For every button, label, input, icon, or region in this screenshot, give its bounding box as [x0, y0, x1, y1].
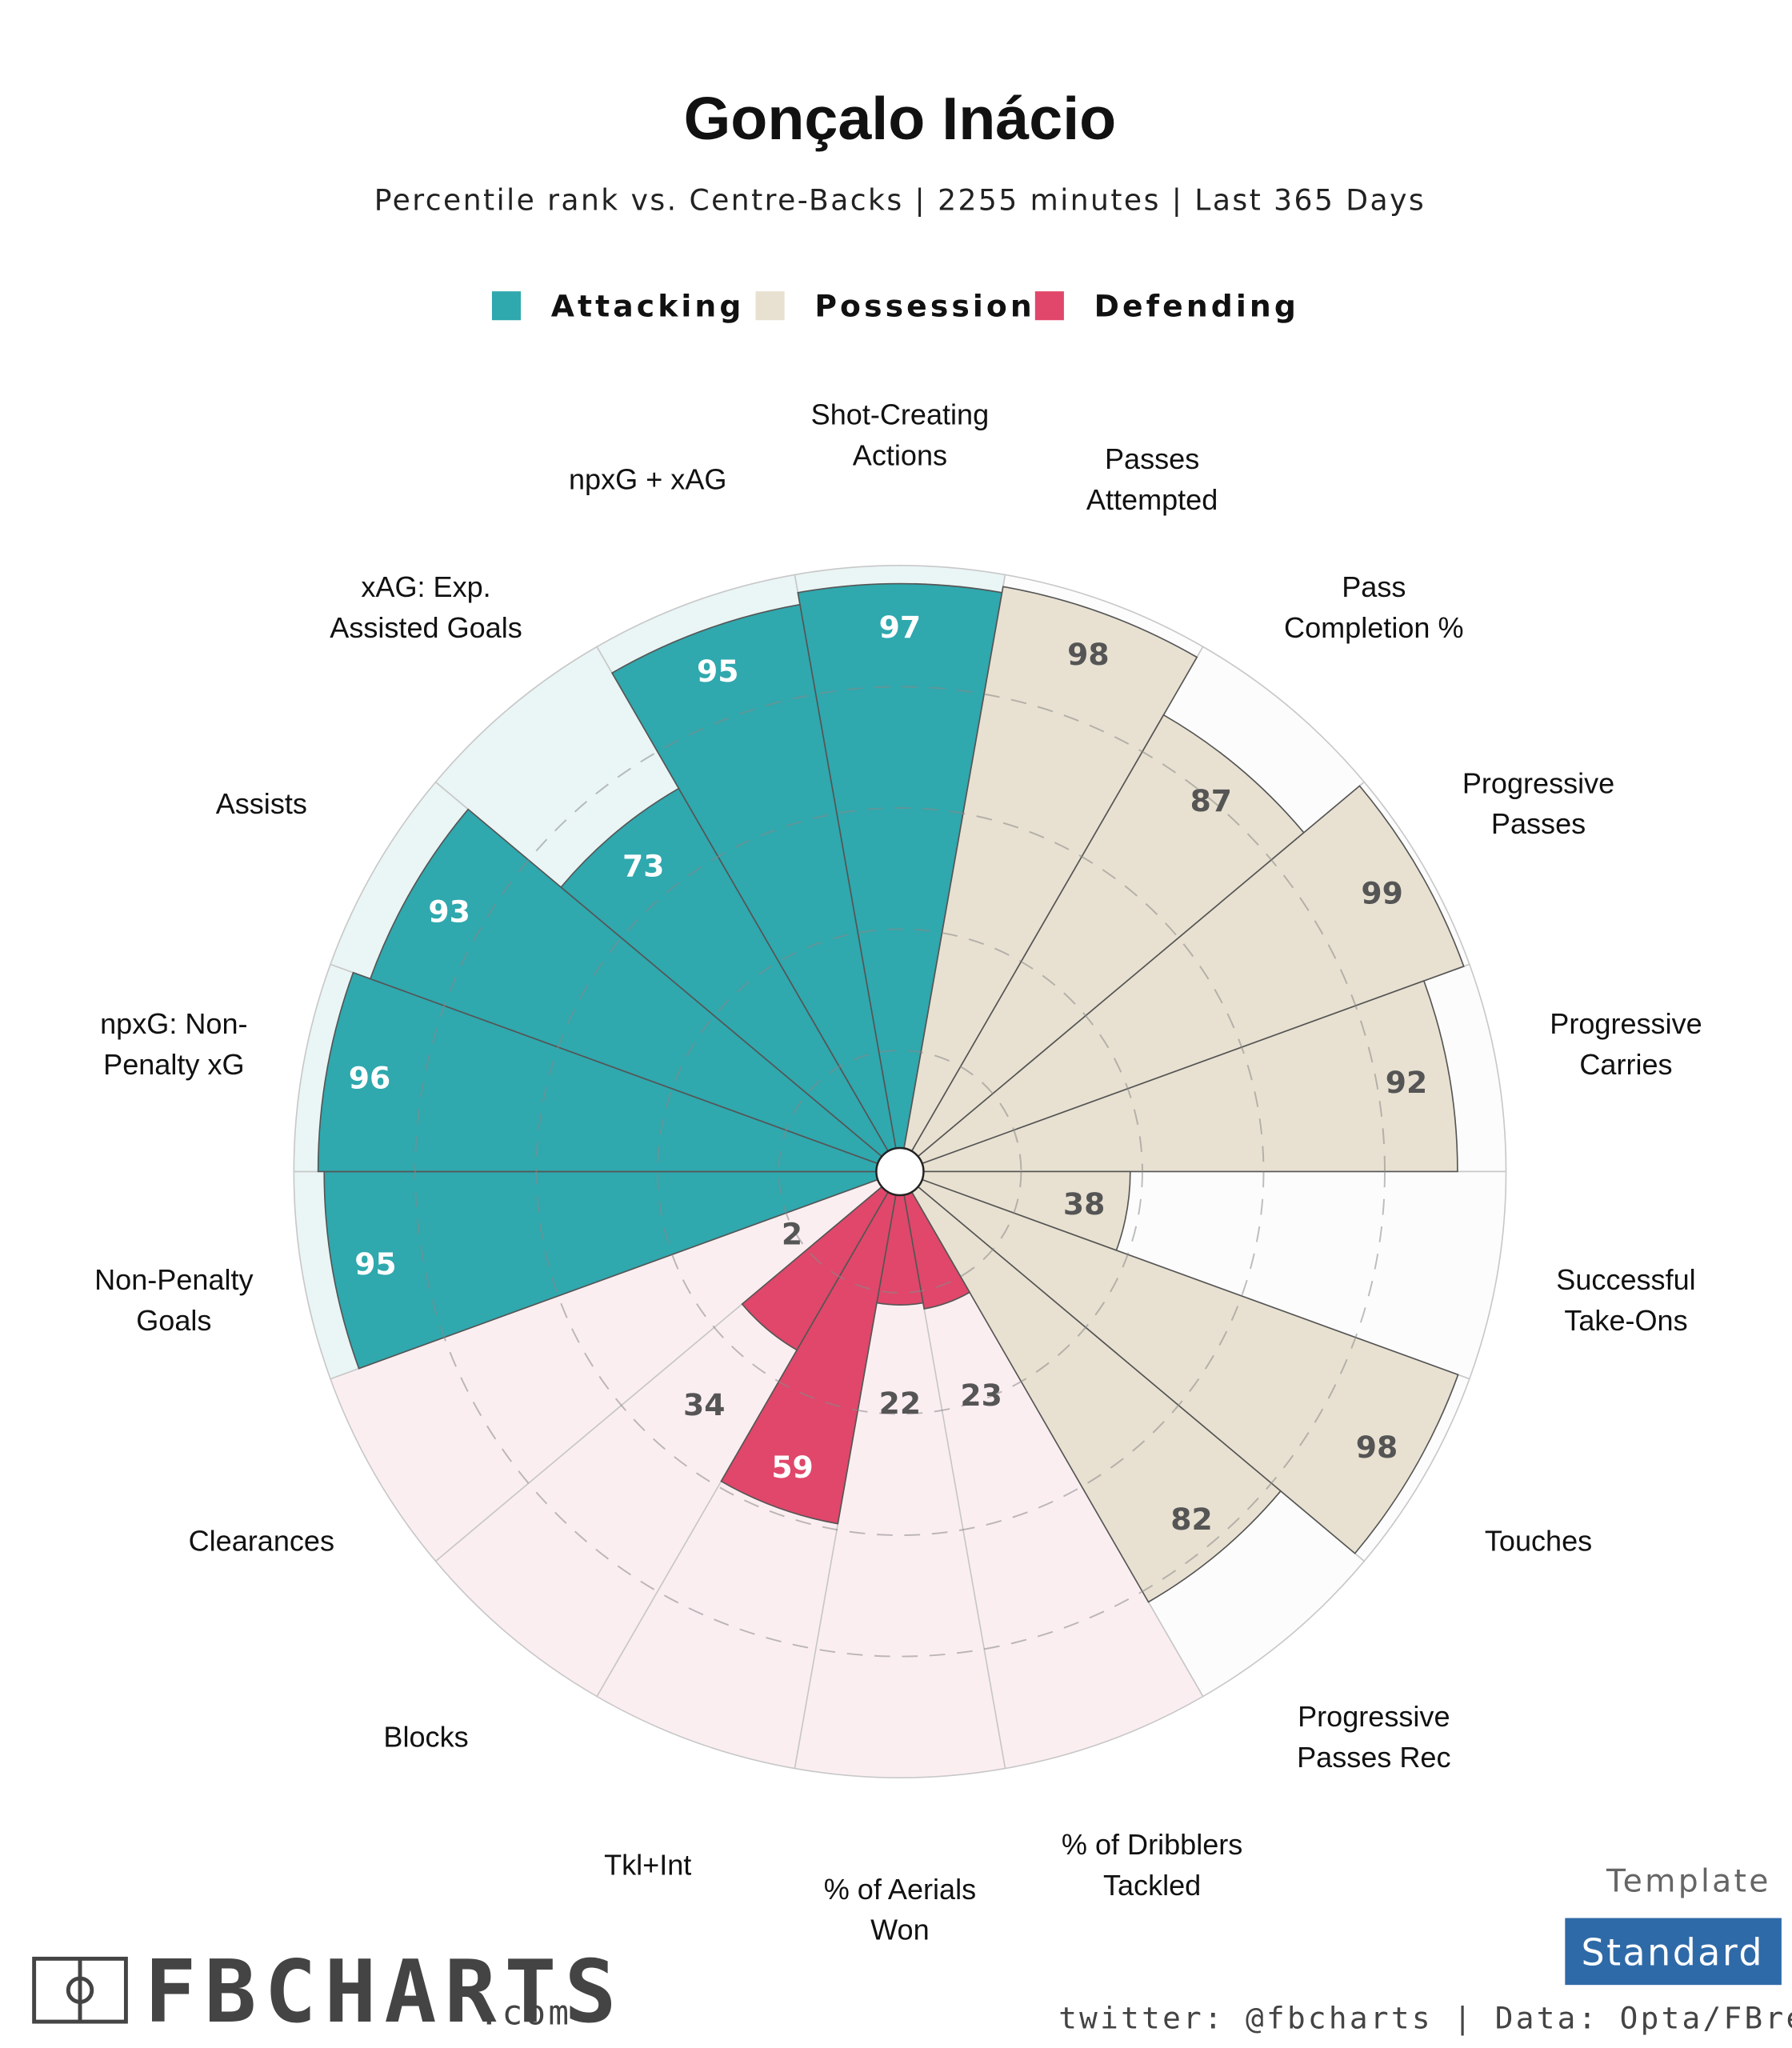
value-label: 82: [1170, 1502, 1212, 1537]
bars: [317, 582, 1465, 1603]
brand-logo: [32, 1956, 128, 2024]
value-label: 95: [697, 654, 738, 689]
background-wedge: [899, 1171, 1204, 1770]
bar: [899, 714, 1305, 1173]
bar: [899, 980, 1458, 1173]
value-label: 97: [879, 610, 921, 645]
category-label: Clearances: [189, 1524, 334, 1557]
legend-label: Defending: [1094, 288, 1299, 323]
legend-swatch: [755, 291, 785, 321]
category-label: Successful Take-Ons: [1556, 1263, 1695, 1337]
bar: [899, 1170, 1459, 1554]
legend-swatch: [491, 291, 522, 321]
bar: [369, 808, 901, 1173]
chart-title: Gonçalo Inácio: [684, 85, 1117, 152]
bar: [720, 1171, 901, 1525]
bar: [610, 603, 901, 1172]
category-label: Assists: [216, 787, 307, 820]
value-label: 96: [349, 1061, 390, 1096]
bar: [797, 582, 1003, 1172]
category-label: xAG: Exp. Assisted Goals: [330, 570, 522, 644]
grid-circle: [656, 928, 1143, 1415]
value-label: 73: [622, 848, 664, 883]
bar: [899, 586, 1198, 1172]
value-label: 23: [960, 1378, 1002, 1413]
category-label: npxG + xAG: [569, 463, 726, 496]
bar: [741, 1170, 901, 1351]
grid-circle: [535, 806, 1265, 1537]
value-label: 92: [1386, 1065, 1427, 1100]
labels: 97 Shot-Creating Actions 98 Passes Attempted 8…: [94, 398, 1702, 1946]
template-box: [1565, 1918, 1782, 1986]
value-label: 38: [1063, 1186, 1105, 1222]
category-label: Pass Completion %: [1284, 570, 1463, 644]
category-label: Passes Attempted: [1086, 442, 1218, 516]
template-name: Standard: [1582, 1931, 1765, 1974]
category-label: Shot-Creating Actions: [811, 398, 990, 472]
bar: [899, 1170, 1282, 1603]
center-hole: [875, 1146, 925, 1197]
category-label: Non-Penalty Goals: [94, 1263, 253, 1337]
credit: twitter: @fbcharts | Data: Opta/FBref: [1058, 2000, 1792, 2035]
background-wedge: [329, 1170, 901, 1562]
category-label: Touches: [1485, 1524, 1592, 1557]
brand-suffix: .com: [479, 1993, 572, 2033]
category-label: % of Dribblers Tackled: [1062, 1828, 1242, 1902]
value-label: 59: [771, 1450, 813, 1485]
background-wedge: [794, 1171, 1006, 1778]
value-label: 22: [879, 1386, 921, 1421]
legend: Attacking Possession Defending: [491, 288, 1299, 323]
value-label: 95: [354, 1246, 396, 1282]
value-label: 87: [1190, 783, 1232, 818]
bar: [899, 785, 1465, 1173]
bar: [317, 971, 901, 1173]
value-label: 93: [428, 894, 470, 929]
category-label: Tkl+Int: [604, 1849, 691, 1882]
category-label: Blocks: [383, 1721, 468, 1754]
value-label: 2: [782, 1216, 802, 1251]
category-label: Progressive Passes Rec: [1297, 1700, 1450, 1774]
category-label: npxG: Non-Penalty xG: [100, 1007, 247, 1081]
grid-circle: [778, 1049, 1022, 1294]
category-label: Progressive Passes: [1462, 766, 1614, 840]
value-label: 34: [683, 1387, 725, 1422]
category-label: Progressive Carries: [1550, 1007, 1702, 1081]
legend-swatch: [1034, 291, 1064, 321]
bar: [560, 787, 901, 1173]
legend-label: Possession: [814, 288, 1035, 323]
grid: [414, 686, 1386, 1658]
category-label: % of Aerials Won: [824, 1873, 976, 1946]
legend-label: Attacking: [551, 288, 745, 323]
value-label: 99: [1361, 876, 1402, 911]
chart-subtitle: Percentile rank vs. Centre-Backs | 2255 …: [374, 183, 1426, 217]
brand: FBCHARTS: [144, 1942, 624, 2042]
value-label: 98: [1356, 1430, 1398, 1465]
template-label: Template: [1606, 1863, 1771, 1900]
bar: [899, 1171, 971, 1310]
bar: [323, 1170, 901, 1370]
value-label: 98: [1067, 637, 1109, 672]
grid-circle: [414, 686, 1386, 1658]
